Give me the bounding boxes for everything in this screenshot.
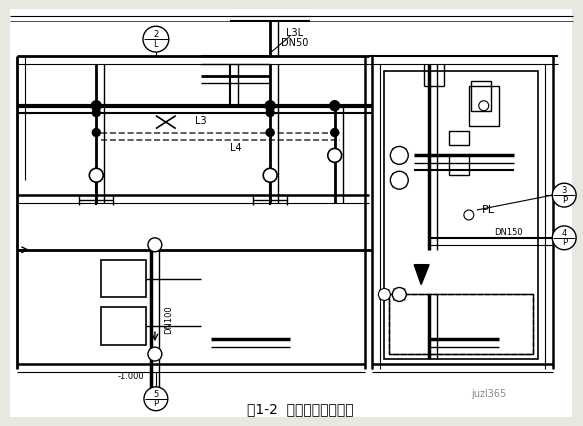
Text: P: P <box>153 399 159 408</box>
Text: DN150: DN150 <box>494 228 522 237</box>
Text: L: L <box>153 40 158 49</box>
Text: L3: L3 <box>195 115 206 126</box>
Bar <box>101 308 146 345</box>
Text: L4: L4 <box>230 144 241 153</box>
Circle shape <box>266 109 274 117</box>
Circle shape <box>392 288 406 302</box>
Circle shape <box>143 26 169 52</box>
Text: P: P <box>561 196 567 204</box>
Text: DN50: DN50 <box>281 38 308 48</box>
Circle shape <box>92 101 101 111</box>
Circle shape <box>464 210 474 220</box>
Bar <box>101 260 146 297</box>
Circle shape <box>89 168 103 182</box>
Circle shape <box>263 168 277 182</box>
Bar <box>471 81 491 111</box>
Text: PL: PL <box>482 205 495 215</box>
Circle shape <box>552 226 576 250</box>
Text: 5: 5 <box>153 390 159 399</box>
Text: -1.000: -1.000 <box>118 372 145 381</box>
Circle shape <box>479 101 489 111</box>
Circle shape <box>144 387 168 411</box>
Bar <box>389 294 533 354</box>
Circle shape <box>265 101 275 111</box>
Bar <box>449 155 469 175</box>
Text: DN100: DN100 <box>164 305 173 334</box>
Circle shape <box>92 129 100 136</box>
Circle shape <box>391 171 408 189</box>
Bar <box>449 130 469 145</box>
Bar <box>384 71 538 359</box>
Text: 3: 3 <box>561 186 567 195</box>
Circle shape <box>331 129 339 136</box>
Circle shape <box>328 148 342 162</box>
Text: 图1-2  室内给排水平面图: 图1-2 室内给排水平面图 <box>247 402 353 416</box>
Text: P: P <box>561 238 567 248</box>
Polygon shape <box>414 265 429 285</box>
Circle shape <box>92 109 100 117</box>
Circle shape <box>552 183 576 207</box>
Circle shape <box>378 288 391 300</box>
Circle shape <box>330 101 340 111</box>
Circle shape <box>148 238 162 252</box>
Circle shape <box>391 147 408 164</box>
Text: 4: 4 <box>561 229 567 238</box>
Circle shape <box>266 129 274 136</box>
Bar <box>389 294 533 354</box>
Text: 2: 2 <box>153 30 159 39</box>
Text: L3L: L3L <box>286 28 304 38</box>
Bar <box>469 86 498 126</box>
Text: juzl365: juzl365 <box>471 389 506 399</box>
Circle shape <box>148 347 162 361</box>
